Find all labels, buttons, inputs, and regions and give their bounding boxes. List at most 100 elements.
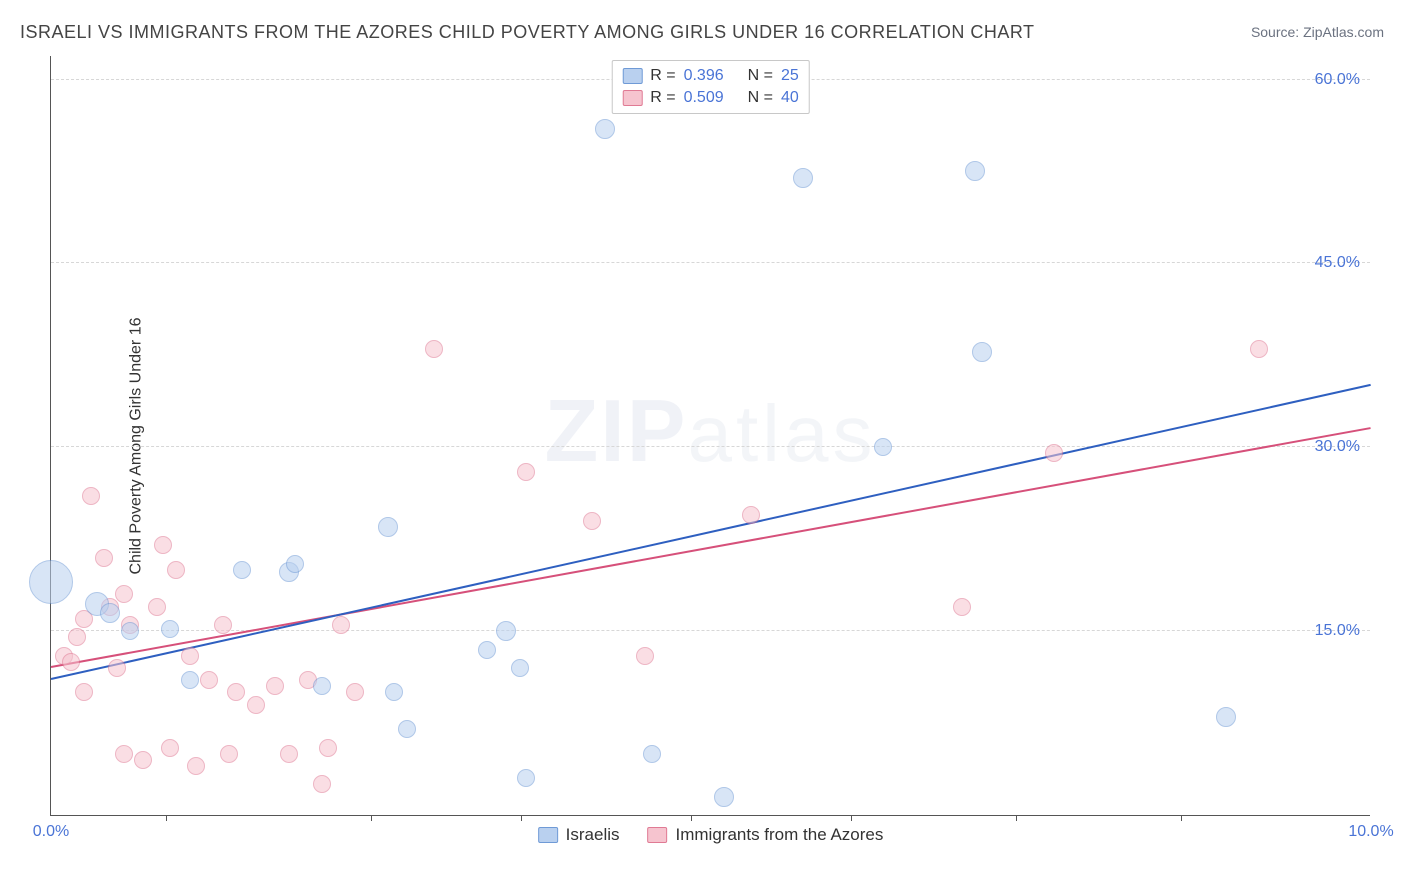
data-point-israelis (793, 168, 813, 188)
data-point-israelis (511, 659, 529, 677)
n-value-israelis: 25 (781, 65, 799, 87)
data-point-israelis (313, 677, 331, 695)
regression-line (51, 427, 1371, 668)
r-value-azores: 0.509 (684, 87, 724, 109)
legend-row-israelis: R = 0.396 N = 25 (622, 65, 799, 87)
data-point-israelis (385, 683, 403, 701)
legend-label-azores: Immigrants from the Azores (676, 825, 884, 845)
gridline (51, 446, 1370, 447)
data-point-azores (517, 463, 535, 481)
x-tick (1016, 815, 1017, 821)
scatter-chart: ZIPatlas R = 0.396 N = 25 R = 0.509 N = … (50, 56, 1370, 816)
regression-line (51, 384, 1371, 680)
data-point-israelis (29, 560, 73, 604)
data-point-azores (95, 549, 113, 567)
legend-label-israelis: Israelis (566, 825, 620, 845)
correlation-legend: R = 0.396 N = 25 R = 0.509 N = 40 (611, 60, 810, 114)
x-tick (691, 815, 692, 821)
x-tick (1181, 815, 1182, 821)
data-point-israelis (398, 720, 416, 738)
data-point-azores (227, 683, 245, 701)
source-label: Source: ZipAtlas.com (1251, 24, 1384, 40)
data-point-azores (313, 775, 331, 793)
data-point-azores (425, 340, 443, 358)
swatch-israelis (622, 68, 642, 84)
data-point-israelis (378, 517, 398, 537)
data-point-israelis (121, 622, 139, 640)
swatch-israelis (538, 827, 558, 843)
swatch-azores (648, 827, 668, 843)
legend-row-azores: R = 0.509 N = 40 (622, 87, 799, 109)
source-link[interactable]: ZipAtlas.com (1303, 24, 1384, 40)
x-tick-label: 0.0% (33, 823, 69, 841)
gridline (51, 262, 1370, 263)
data-point-azores (181, 647, 199, 665)
data-point-azores (636, 647, 654, 665)
data-point-israelis (496, 621, 516, 641)
data-point-israelis (874, 438, 892, 456)
legend-item-azores: Immigrants from the Azores (648, 825, 884, 845)
data-point-azores (75, 683, 93, 701)
data-point-azores (148, 598, 166, 616)
chart-title: ISRAELI VS IMMIGRANTS FROM THE AZORES CH… (20, 22, 1035, 43)
data-point-israelis (100, 603, 120, 623)
data-point-azores (200, 671, 218, 689)
data-point-azores (68, 628, 86, 646)
n-value-azores: 40 (781, 87, 799, 109)
y-tick-label: 15.0% (1315, 622, 1360, 640)
data-point-azores (332, 616, 350, 634)
data-point-israelis (595, 119, 615, 139)
data-point-israelis (1216, 707, 1236, 727)
data-point-azores (154, 536, 172, 554)
data-point-azores (953, 598, 971, 616)
x-tick (521, 815, 522, 821)
data-point-israelis (714, 787, 734, 807)
x-tick (851, 815, 852, 821)
data-point-azores (220, 745, 238, 763)
r-label: R = (650, 87, 675, 109)
series-legend: Israelis Immigrants from the Azores (538, 825, 884, 845)
data-point-azores (346, 683, 364, 701)
data-point-azores (108, 659, 126, 677)
data-point-israelis (233, 561, 251, 579)
r-label: R = (650, 65, 675, 87)
data-point-israelis (517, 769, 535, 787)
data-point-azores (62, 653, 80, 671)
data-point-azores (247, 696, 265, 714)
data-point-israelis (965, 161, 985, 181)
swatch-azores (622, 90, 642, 106)
y-tick-label: 45.0% (1315, 254, 1360, 272)
x-tick (371, 815, 372, 821)
data-point-azores (134, 751, 152, 769)
data-point-azores (115, 585, 133, 603)
data-point-azores (187, 757, 205, 775)
data-point-israelis (286, 555, 304, 573)
data-point-azores (280, 745, 298, 763)
data-point-azores (115, 745, 133, 763)
data-point-azores (1250, 340, 1268, 358)
data-point-azores (742, 506, 760, 524)
source-prefix: Source: (1251, 24, 1299, 40)
data-point-azores (214, 616, 232, 634)
data-point-israelis (972, 342, 992, 362)
data-point-azores (583, 512, 601, 530)
y-tick-label: 60.0% (1315, 71, 1360, 89)
legend-item-israelis: Israelis (538, 825, 620, 845)
data-point-azores (82, 487, 100, 505)
data-point-azores (319, 739, 337, 757)
data-point-israelis (181, 671, 199, 689)
x-tick-label: 10.0% (1348, 823, 1393, 841)
n-label: N = (748, 65, 773, 87)
y-tick-label: 30.0% (1315, 438, 1360, 456)
data-point-azores (1045, 444, 1063, 462)
data-point-azores (161, 739, 179, 757)
x-tick (166, 815, 167, 821)
data-point-israelis (161, 620, 179, 638)
n-label: N = (748, 87, 773, 109)
data-point-azores (266, 677, 284, 695)
r-value-israelis: 0.396 (684, 65, 724, 87)
watermark: ZIPatlas (545, 379, 877, 481)
data-point-azores (167, 561, 185, 579)
data-point-israelis (643, 745, 661, 763)
data-point-israelis (478, 641, 496, 659)
